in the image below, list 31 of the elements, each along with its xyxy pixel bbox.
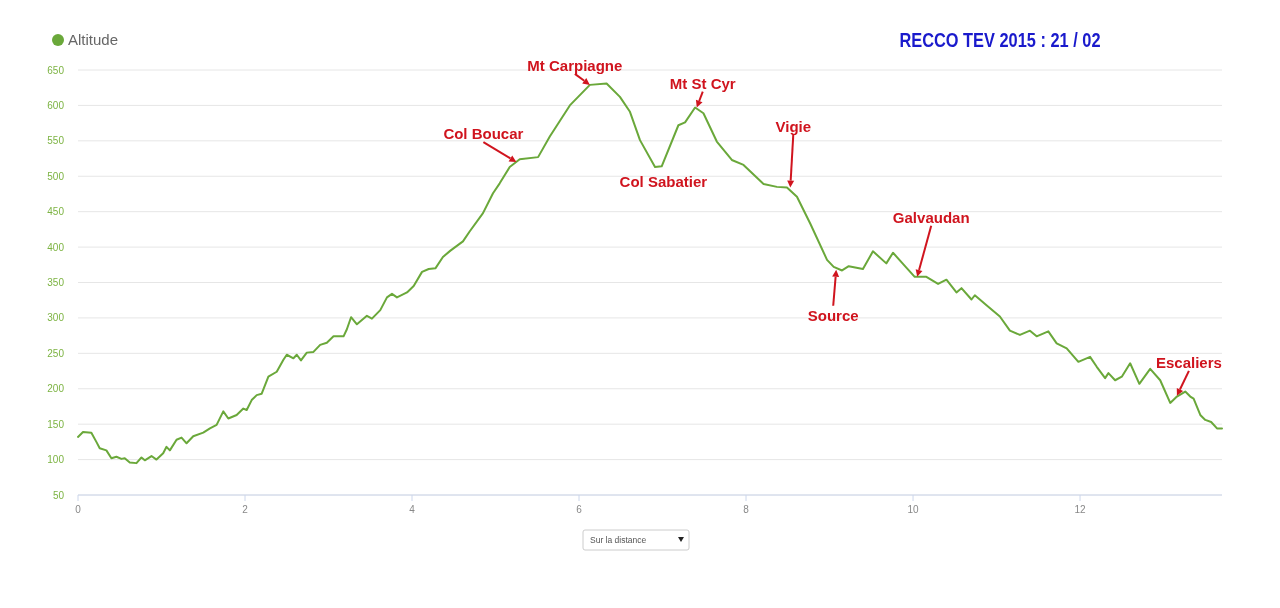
x-tick-label: 8 bbox=[743, 504, 750, 515]
y-tick-label: 100 bbox=[47, 454, 65, 466]
annotation: Source bbox=[807, 307, 859, 324]
legend-label: Altitude bbox=[68, 31, 119, 49]
annotation: Col Sabatier bbox=[619, 173, 708, 191]
x-tick-label: 12 bbox=[1074, 504, 1087, 515]
y-tick-label: 600 bbox=[47, 99, 65, 111]
y-tick-label: 300 bbox=[47, 312, 65, 324]
x-tick-label: 4 bbox=[409, 504, 416, 515]
x-tick-label: 2 bbox=[242, 504, 249, 515]
annotation: Galvaudan bbox=[892, 209, 970, 227]
y-tick-label: 650 bbox=[47, 64, 65, 76]
y-tick-label: 150 bbox=[47, 418, 65, 430]
y-tick-label: 500 bbox=[47, 170, 65, 182]
y-tick-label: 200 bbox=[47, 383, 65, 395]
x-tick-label: 10 bbox=[907, 504, 920, 515]
y-tick-label: 50 bbox=[52, 489, 65, 501]
annotation: Vigie bbox=[775, 117, 812, 135]
x-tick-label: 0 bbox=[75, 504, 82, 515]
dropdown-field: Sur la distance bbox=[582, 529, 690, 551]
annotation: Mt St Cyr bbox=[669, 74, 736, 92]
y-tick-label: 550 bbox=[47, 135, 65, 147]
chart-title: RECCO TEV 2015 : 21 / 02 bbox=[899, 28, 1101, 52]
y-tick-label: 450 bbox=[47, 206, 65, 218]
y-tick-label: 250 bbox=[47, 347, 65, 359]
y-tick-label: 350 bbox=[47, 277, 65, 288]
y-tick-label: 400 bbox=[47, 241, 65, 253]
annotation: Col Boucar bbox=[443, 125, 524, 143]
annotation: Escaliers bbox=[1155, 354, 1222, 372]
annotation: Mt Carpiagne bbox=[527, 57, 623, 75]
x-tick-label: 6 bbox=[576, 504, 583, 515]
